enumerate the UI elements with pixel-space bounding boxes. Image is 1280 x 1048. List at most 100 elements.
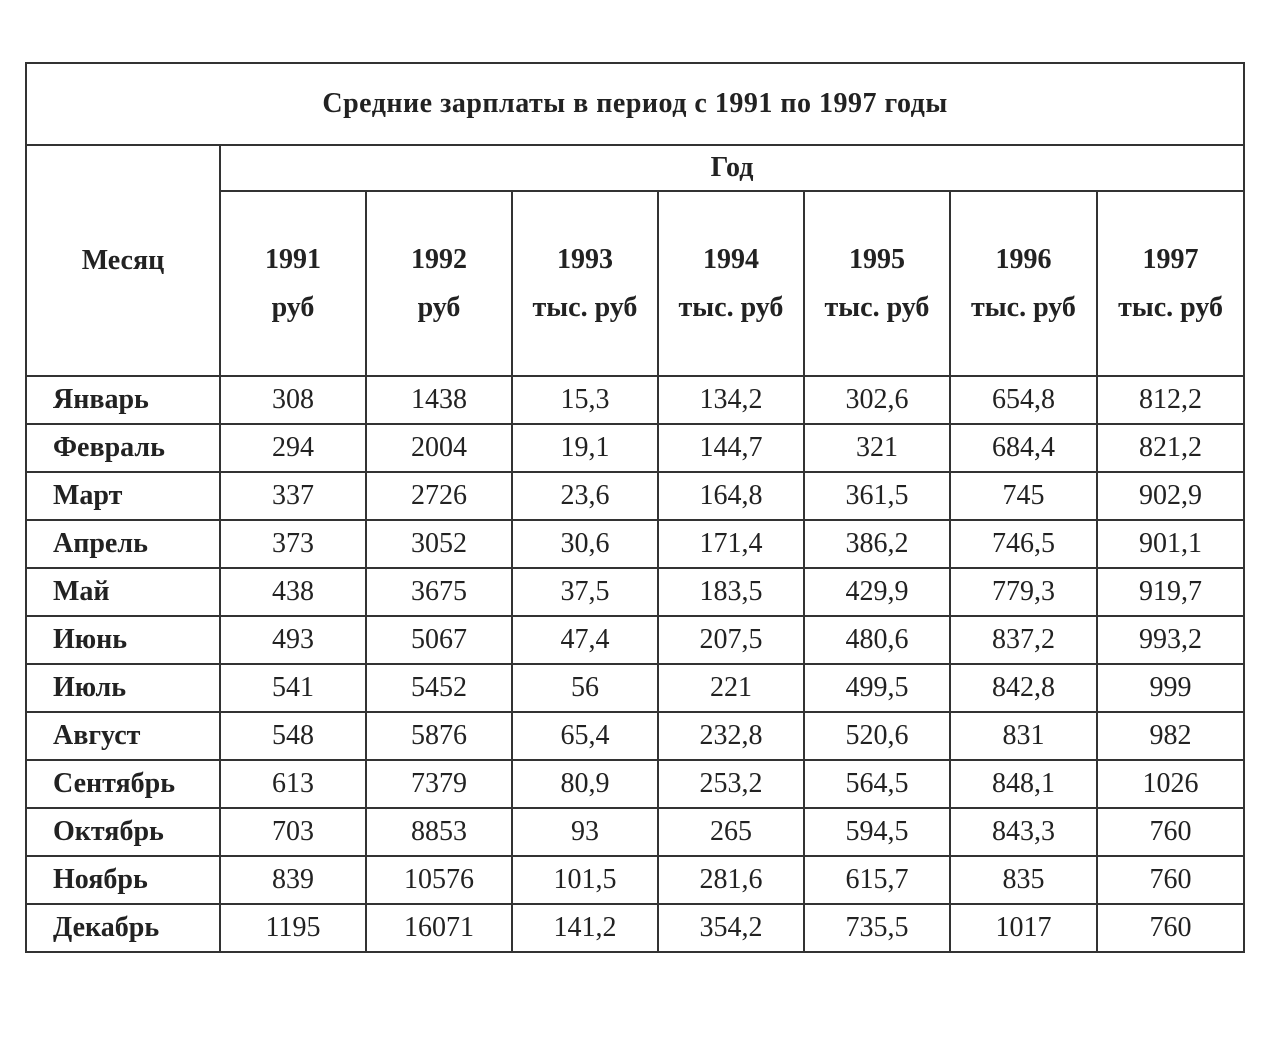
salary-value: 735,5 <box>803 903 951 953</box>
year-column-header: 1992 руб <box>365 190 513 377</box>
salary-value: 499,5 <box>803 663 951 713</box>
salary-value: 760 <box>1095 903 1246 953</box>
month-label: Октябрь <box>25 807 221 857</box>
year-group-row: Месяц Год <box>25 144 1246 377</box>
salary-value: 361,5 <box>803 471 951 521</box>
salary-value: 8853 <box>365 807 513 857</box>
salary-value: 1017 <box>949 903 1098 953</box>
salary-value: 15,3 <box>511 375 659 425</box>
salary-value: 19,1 <box>511 423 659 473</box>
table-title: Средние зарплаты в период с 1991 по 1997… <box>24 62 1246 146</box>
salary-value: 548 <box>219 711 367 761</box>
salary-value: 901,1 <box>1095 519 1246 569</box>
month-label: Март <box>25 471 221 521</box>
month-label: Апрель <box>25 519 221 569</box>
salary-value: 1438 <box>365 375 513 425</box>
salary-value: 520,6 <box>803 711 951 761</box>
salary-value: 779,3 <box>949 567 1098 617</box>
salary-value: 684,4 <box>949 423 1098 473</box>
table-row: Январь 308 1438 15,3 134,2 302,6 654,8 812,2 <box>25 375 1246 425</box>
table-body: Январь 308 1438 15,3 134,2 302,6 654,8 812,2 Фев… <box>25 375 1246 953</box>
salary-value: 253,2 <box>657 759 805 809</box>
salary-value: 183,5 <box>657 567 805 617</box>
month-label: Август <box>25 711 221 761</box>
salary-value: 164,8 <box>657 471 805 521</box>
year-label: 1997 <box>1142 244 1199 276</box>
year-column-header: 1995 тыс. руб <box>803 190 951 377</box>
salary-value: 23,6 <box>511 471 659 521</box>
month-label: Январь <box>25 375 221 425</box>
salary-value: 5876 <box>365 711 513 761</box>
year-column-header: 1994 тыс. руб <box>657 190 805 377</box>
table-row: Сентябрь 613 7379 80,9 253,2 564,5 848,1 1026 <box>25 759 1246 809</box>
salary-value: 594,5 <box>803 807 951 857</box>
salary-value: 302,6 <box>803 375 951 425</box>
month-label: Декабрь <box>25 903 221 953</box>
table-row: Май 438 3675 37,5 183,5 429,9 779,3 919,7 <box>25 567 1246 617</box>
year-label: 1995 <box>849 244 905 276</box>
salary-value: 848,1 <box>949 759 1098 809</box>
month-label: Ноябрь <box>25 855 221 905</box>
salary-value: 10576 <box>365 855 513 905</box>
salary-value: 993,2 <box>1095 615 1246 665</box>
salary-value: 839 <box>219 855 367 905</box>
salary-value: 746,5 <box>949 519 1098 569</box>
salary-value: 843,3 <box>949 807 1098 857</box>
year-label: 1992 <box>411 244 467 276</box>
year-label: 1996 <box>995 244 1052 276</box>
salary-value: 207,5 <box>657 615 805 665</box>
unit-label: тыс. руб <box>824 291 930 323</box>
salary-value: 982 <box>1095 711 1246 761</box>
month-column-header: Месяц <box>25 144 221 377</box>
table-row: Октябрь 703 8853 93 265 594,5 843,3 760 <box>25 807 1246 857</box>
salary-value: 541 <box>219 663 367 713</box>
salary-value: 232,8 <box>657 711 805 761</box>
unit-label: тыс. руб <box>971 291 1076 323</box>
year-group-header: Год <box>218 144 1246 192</box>
salary-value: 134,2 <box>657 375 805 425</box>
salary-value: 47,4 <box>511 615 659 665</box>
salary-value: 615,7 <box>803 855 951 905</box>
salary-value: 1026 <box>1095 759 1246 809</box>
salary-value: 30,6 <box>511 519 659 569</box>
salary-value: 373 <box>219 519 367 569</box>
unit-label: тыс. руб <box>1118 291 1223 323</box>
unit-label: руб <box>271 291 315 323</box>
salary-value: 3675 <box>365 567 513 617</box>
salary-value: 429,9 <box>803 567 951 617</box>
salary-value: 3052 <box>365 519 513 569</box>
year-label: 1991 <box>265 244 321 276</box>
salary-value: 7379 <box>365 759 513 809</box>
salary-value: 480,6 <box>803 615 951 665</box>
year-headers-row: 1991 руб 1992 руб 1993 тыс. руб 1994 тыс. руб 19… <box>26 190 1246 377</box>
salary-value: 902,9 <box>1095 471 1246 521</box>
salary-value: 842,8 <box>949 663 1098 713</box>
year-label: 1994 <box>703 244 759 276</box>
table-row: Декабрь 1195 16071 141,2 354,2 735,5 1017 760 <box>25 903 1246 953</box>
year-column-header: 1996 тыс. руб <box>949 190 1098 377</box>
table-row: Август 548 5876 65,4 232,8 520,6 831 982 <box>25 711 1246 761</box>
salary-value: 919,7 <box>1095 567 1246 617</box>
salary-value: 386,2 <box>803 519 951 569</box>
salary-value: 760 <box>1095 807 1246 857</box>
salary-value: 337 <box>219 471 367 521</box>
table-row: Март 337 2726 23,6 164,8 361,5 745 902,9 <box>25 471 1246 521</box>
salary-value: 2726 <box>365 471 513 521</box>
salary-value: 493 <box>219 615 367 665</box>
salary-value: 65,4 <box>511 711 659 761</box>
table-row: Апрель 373 3052 30,6 171,4 386,2 746,5 901,1 <box>25 519 1246 569</box>
salary-value: 281,6 <box>657 855 805 905</box>
salary-value: 141,2 <box>511 903 659 953</box>
salary-value: 171,4 <box>657 519 805 569</box>
salary-value: 93 <box>511 807 659 857</box>
month-label: Февраль <box>25 423 221 473</box>
month-label: Июнь <box>25 615 221 665</box>
salary-value: 703 <box>219 807 367 857</box>
month-label: Май <box>25 567 221 617</box>
salary-value: 265 <box>657 807 805 857</box>
table-title-row: Средние зарплаты в период с 1991 по 1997… <box>24 62 1246 146</box>
salary-value: 144,7 <box>657 423 805 473</box>
salary-value: 101,5 <box>511 855 659 905</box>
month-label: Июль <box>25 663 221 713</box>
